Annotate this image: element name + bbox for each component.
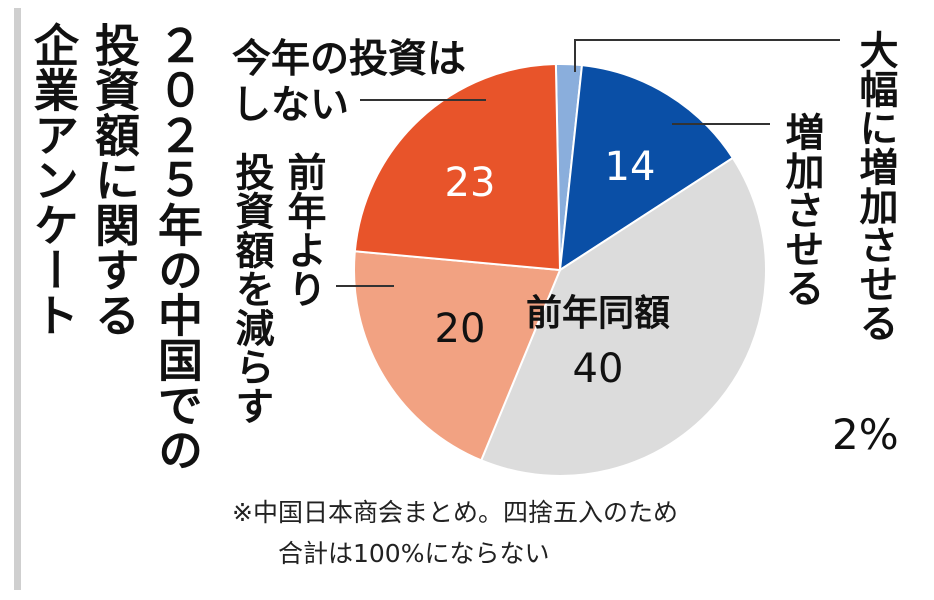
title-line-2: 投資額に関する — [87, 22, 140, 337]
slice-none — [353, 63, 562, 272]
label-large-increase: 大幅に増加させる — [853, 30, 898, 342]
label-none-line2: しない — [232, 83, 350, 128]
title-line-1: ２０２５年の中国での — [150, 22, 203, 472]
value-label-none: 23 — [445, 160, 496, 206]
value-label-decrease: 20 — [435, 306, 486, 352]
slice-same — [479, 156, 767, 477]
title-line-3: 企業アンケート — [26, 22, 79, 337]
leader-large-increase — [574, 39, 840, 72]
label-decrease-line1: 前年より — [281, 152, 326, 308]
slice-decrease — [353, 250, 562, 462]
value-label-increase: 14 — [605, 144, 656, 190]
label-large-increase-value: 2% — [832, 410, 899, 459]
label-decrease-line2: 投資額を減らす — [229, 152, 274, 425]
label-increase: 増加させる — [779, 112, 824, 307]
sidebar-accent-bar — [14, 8, 21, 590]
slice-increase — [558, 64, 735, 272]
value-label-same: 40 — [573, 346, 624, 392]
footnote-line2: 合計は100%にならない — [278, 539, 550, 568]
label-none-line1: 今年の投資は — [232, 37, 467, 82]
label-same: 前年同額 — [526, 293, 670, 334]
footnote-line1: ※中国日本商会まとめ。四捨五入のため — [232, 498, 678, 527]
